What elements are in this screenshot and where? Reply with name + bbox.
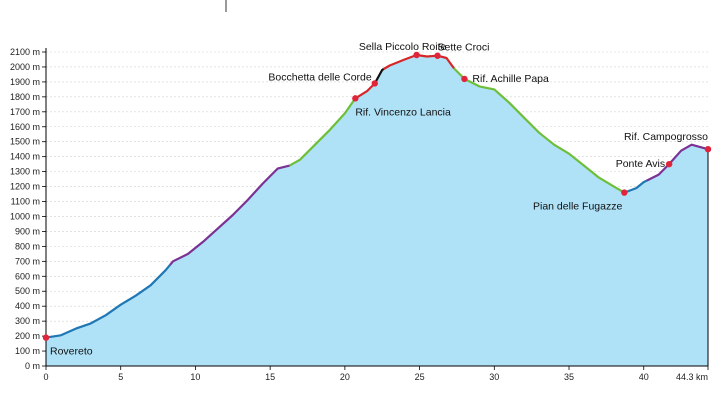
trail-segment	[453, 67, 625, 194]
trail-segment	[646, 143, 709, 182]
y-tick-label: 1100 m	[11, 197, 40, 207]
x-axis-ticks: 0 5 10 15 20 25 30 35 40 44.3 km	[43, 366, 709, 382]
y-tick-label: 1000 m	[10, 211, 40, 221]
waypoint-label: Bocchetta delle Corde	[268, 71, 371, 83]
y-tick-label: 0 m	[25, 361, 40, 371]
y-tick-label: 1800 m	[10, 92, 40, 102]
trail-segment	[289, 97, 357, 167]
waypoint-label: Rovereto	[50, 346, 93, 358]
waypoint-marker	[621, 189, 628, 196]
x-tick-label: 5	[118, 372, 123, 382]
waypoint-marker	[665, 160, 673, 168]
waypoint-label: Rif. Achille Papa	[472, 73, 549, 85]
x-tick-label: 20	[340, 372, 350, 382]
trail-segment	[354, 82, 376, 100]
waypoint-marker	[413, 51, 420, 59]
waypoint-label: Ponte Avis	[616, 158, 665, 170]
waypoints: Rovereto Rif. Vincenzo Lancia Bocchetta de…	[42, 41, 712, 358]
trail-segment	[623, 179, 648, 194]
y-tick-label: 400 m	[15, 301, 40, 311]
waypoint-label: Rif. Campogrosso	[624, 131, 708, 143]
y-tick-label: 2100 m	[10, 47, 40, 57]
y-tick-label: 100 m	[15, 346, 40, 356]
x-tick-label: 44.3 km	[676, 372, 708, 382]
y-tick-label: 800 m	[15, 241, 40, 251]
waypoint-label: Sella Piccolo Roite	[359, 41, 447, 53]
x-tick-label: 15	[265, 372, 275, 382]
x-tick-label: 25	[415, 372, 425, 382]
y-tick-label: 2000 m	[10, 62, 40, 72]
y-tick-label: 1300 m	[10, 167, 40, 177]
x-tick-label: 40	[639, 372, 649, 382]
elevation-area	[46, 55, 708, 366]
waypoint-marker	[434, 52, 441, 59]
trail-segment	[169, 164, 290, 266]
y-tick-label: 200 m	[15, 331, 40, 341]
y-tick-label: 1200 m	[10, 182, 40, 192]
y-tick-label: 1500 m	[10, 137, 40, 147]
y-tick-label: 1700 m	[10, 107, 40, 117]
waypoint-marker	[371, 80, 378, 87]
trail-segment	[383, 53, 455, 70]
waypoint-marker	[352, 95, 359, 102]
y-tick-label: 900 m	[15, 226, 40, 236]
y-tick-label: 1900 m	[10, 77, 40, 87]
x-tick-label: 0	[43, 372, 48, 382]
y-tick-label: 500 m	[15, 286, 40, 296]
x-tick-label: 30	[489, 372, 499, 382]
trail-segment	[45, 264, 171, 339]
y-axis-ticks: 0 m 100 m 200 m 300 m 400 m 500 m 600 m 700 m 80…	[10, 47, 46, 371]
x-tick-label: 35	[564, 372, 574, 382]
waypoint-marker	[461, 75, 468, 83]
y-tick-label: 700 m	[15, 256, 40, 266]
trail-segment	[373, 68, 385, 84]
y-tick-label: 300 m	[15, 316, 40, 326]
trail-segments	[45, 53, 709, 366]
waypoint-label: Pian delle Fugazze	[533, 201, 622, 213]
waypoint-label: Rif. Vincenzo Lancia	[355, 106, 451, 118]
y-tick-label: 1600 m	[10, 122, 40, 132]
x-tick-label: 10	[190, 372, 200, 382]
waypoint-label: Sette Croci	[438, 42, 490, 54]
y-tick-label: 1400 m	[10, 152, 40, 162]
waypoint-marker	[42, 334, 50, 341]
waypoint-marker	[704, 145, 712, 153]
y-tick-label: 600 m	[15, 271, 40, 281]
